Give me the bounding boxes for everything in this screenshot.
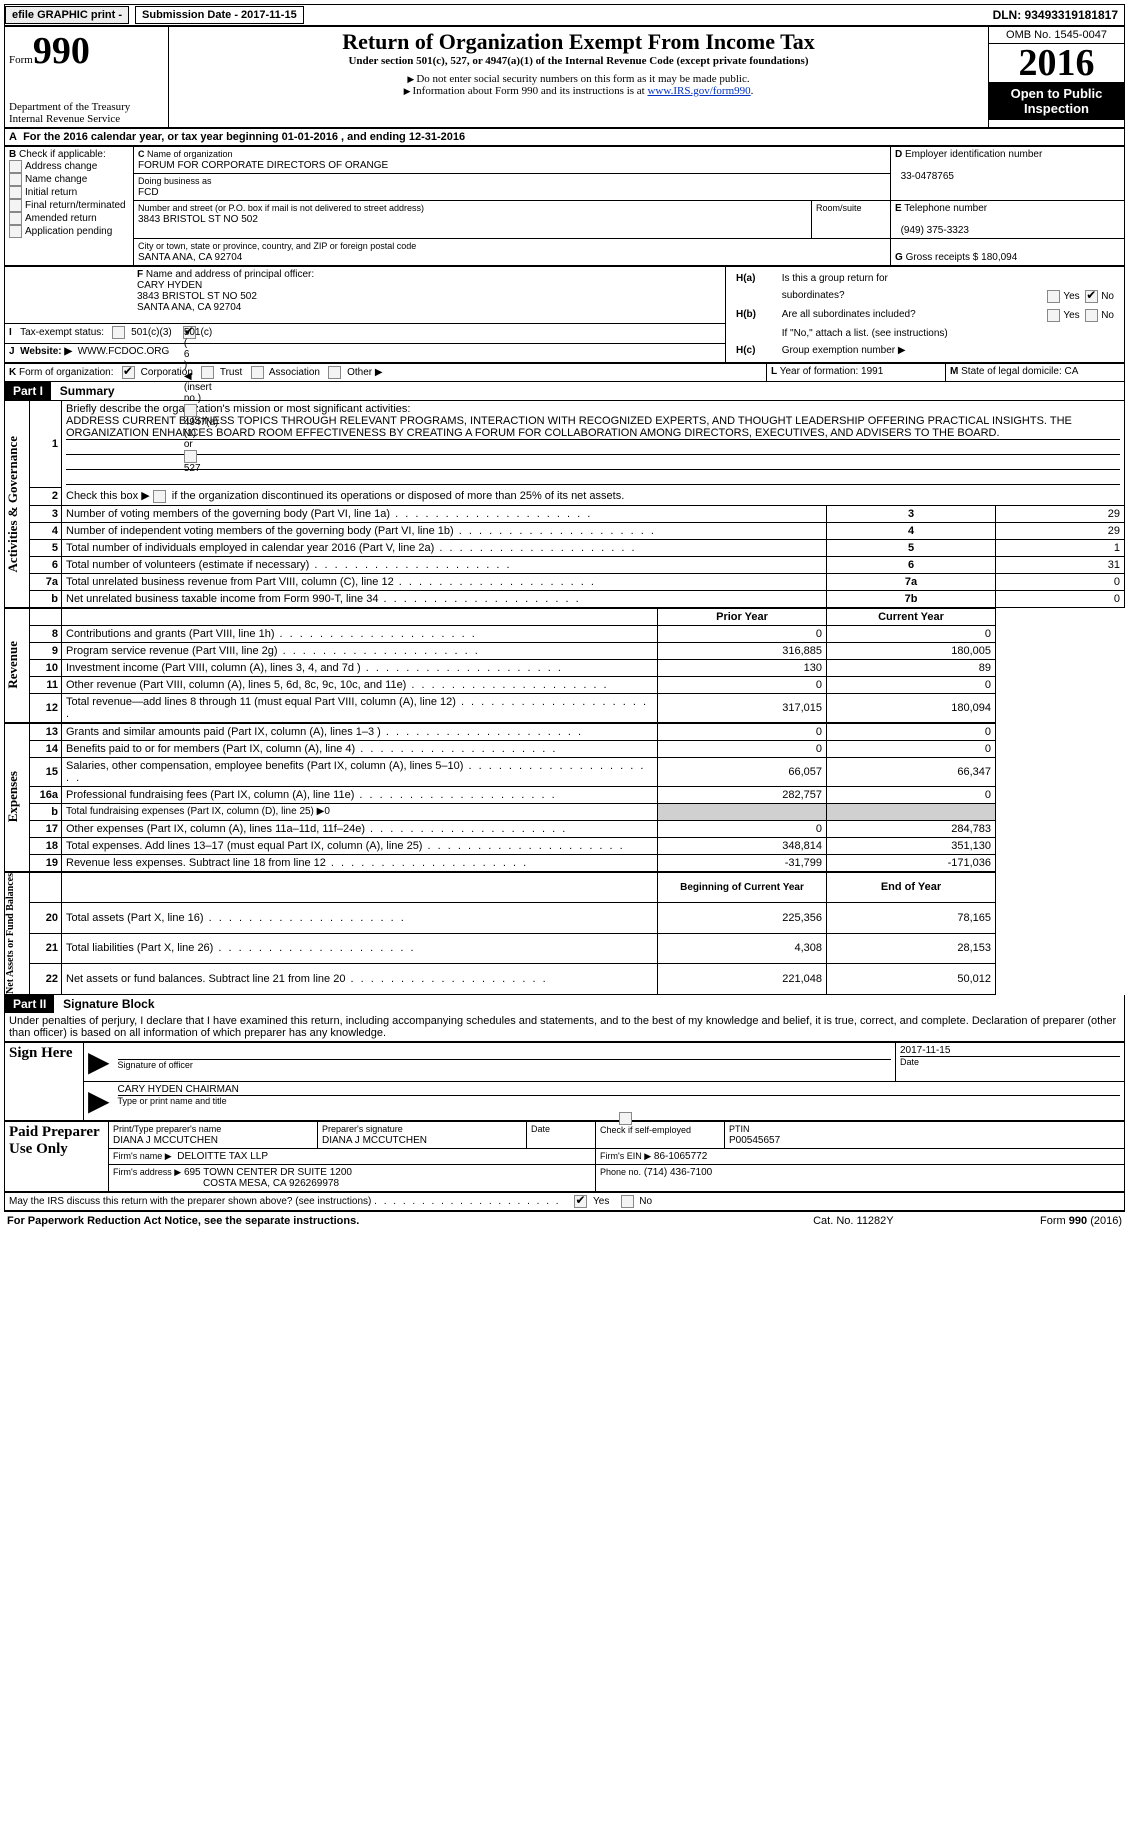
i-4947[interactable] (184, 404, 197, 417)
officer-addr1: 3843 BRISTOL ST NO 502 (137, 291, 257, 302)
tax-year: 2016 (989, 44, 1124, 82)
sign-arrow-icon: ▶ (84, 1042, 114, 1081)
i-501c3[interactable] (112, 326, 125, 339)
officer-addr2: SANTA ANA, CA 92704 (137, 302, 241, 313)
chk-address[interactable] (9, 160, 22, 173)
part2-title: Signature Block (57, 997, 154, 1011)
paid-preparer: Paid Preparer Use Only (5, 1121, 109, 1191)
website: WWW.FCDOC.ORG (78, 346, 170, 357)
cat-no: Cat. No. 11282Y (765, 1214, 941, 1228)
chk-initial[interactable] (9, 186, 22, 199)
k-corp[interactable] (122, 366, 135, 379)
top-bar: efile GRAPHIC print - Submission Date - … (4, 4, 1125, 26)
c-name-label: Name of organization (147, 149, 233, 159)
k-label: Form of organization: (19, 367, 114, 378)
dln: DLN: 93493319181817 (993, 8, 1124, 22)
dba: FCD (138, 187, 159, 198)
firm-name: DELOITTE TAX LLP (177, 1151, 268, 1162)
sig-label: Signature of officer (118, 1060, 193, 1070)
form-word: Form (9, 54, 33, 66)
state-domicile: State of legal domicile: CA (961, 366, 1078, 377)
gross-receipts: Gross receipts $ 180,094 (906, 252, 1018, 263)
preparer-name: DIANA J MCCUTCHEN (113, 1135, 218, 1146)
chk-amended[interactable] (9, 212, 22, 225)
chk-name[interactable] (9, 173, 22, 186)
pra-notice: For Paperwork Reduction Act Notice, see … (6, 1214, 763, 1228)
d-label: Employer identification number (905, 149, 1042, 160)
street-label: Number and street (or P.O. box if mail i… (138, 203, 424, 213)
form-subtitle: Under section 501(c), 527, or 4947(a)(1)… (173, 55, 984, 67)
k-other[interactable] (328, 366, 341, 379)
hb-no[interactable] (1085, 309, 1098, 322)
officer-printed: CARY HYDEN CHAIRMAN (118, 1084, 1120, 1096)
part1-title: Summary (54, 384, 115, 398)
efile-button[interactable]: efile GRAPHIC print - (5, 6, 129, 24)
part1-table: Activities & Governance1Briefly describe… (4, 400, 1125, 995)
i-label: Tax-exempt status: (20, 327, 104, 338)
ha-no[interactable] (1085, 290, 1098, 303)
phone: (949) 375-3323 (901, 225, 969, 236)
sig-date: 2017-11-15 (900, 1045, 1120, 1057)
hb-yes[interactable] (1047, 309, 1060, 322)
declaration: Under penalties of perjury, I declare th… (4, 1013, 1125, 1042)
note-ssn: Do not enter social security numbers on … (407, 73, 749, 85)
firm-addr2: COSTA MESA, CA 926269978 (113, 1178, 339, 1189)
firm-phone: (714) 436-7100 (644, 1167, 712, 1178)
i-501c[interactable]: 501(c) ( 6 ) ◀ (insert no.) 4947(a)(1) o… (183, 326, 196, 339)
b-label: Check if applicable: (19, 149, 106, 160)
ein: 33-0478765 (901, 171, 954, 182)
irs-label: Internal Revenue Service (9, 113, 164, 125)
firm-ein: 86-1065772 (654, 1151, 707, 1162)
preparer-sig: DIANA J MCCUTCHEN (322, 1135, 427, 1146)
part2-bar: Part II (5, 995, 54, 1013)
f-label: Name and address of principal officer: (146, 269, 314, 280)
ha-yes[interactable] (1047, 290, 1060, 303)
section-a: For the 2016 calendar year, or tax year … (23, 131, 465, 143)
form990-link[interactable]: www.IRS.gov/form990 (647, 85, 750, 97)
entity-block: B Check if applicable: Address change Na… (4, 146, 1125, 266)
ptin: P00545657 (729, 1135, 780, 1146)
mayirs-no[interactable] (621, 1195, 634, 1208)
sign-arrow2-icon: ▶ (84, 1081, 114, 1120)
org-name: FORUM FOR CORPORATE DIRECTORS OF ORANGE (138, 160, 388, 171)
dba-label: Doing business as (138, 176, 212, 186)
note-info: Information about Form 990 and its instr… (404, 85, 754, 97)
chk-final[interactable] (9, 199, 22, 212)
mayirs-yes[interactable] (574, 1195, 587, 1208)
k-assoc[interactable] (251, 366, 264, 379)
part1-bar: Part I (5, 382, 51, 400)
form-title: Return of Organization Exempt From Incom… (173, 29, 984, 55)
form-number: 990 (33, 30, 90, 72)
firm-addr1: 695 TOWN CENTER DR SUITE 1200 (184, 1167, 352, 1178)
form-header: Form990 Department of the Treasury Inter… (4, 26, 1125, 128)
date-label: Date (900, 1057, 919, 1067)
room-label: Room/suite (816, 203, 862, 213)
j-label: Website: ▶ (20, 346, 72, 357)
may-irs: May the IRS discuss this return with the… (9, 1196, 371, 1207)
city: SANTA ANA, CA 92704 (138, 252, 242, 263)
i-527[interactable] (184, 450, 197, 463)
submission-date: Submission Date - 2017-11-15 (135, 6, 304, 24)
street: 3843 BRISTOL ST NO 502 (138, 214, 258, 225)
city-label: City or town, state or province, country… (138, 241, 416, 251)
chk-app[interactable] (9, 225, 22, 238)
year-formation: Year of formation: 1991 (780, 366, 884, 377)
k-trust[interactable] (201, 366, 214, 379)
self-employed-chk[interactable] (619, 1112, 632, 1125)
sign-here: Sign Here (5, 1042, 84, 1120)
open-public: Open to PublicInspection (989, 82, 1124, 120)
dept-treasury: Department of the Treasury (9, 101, 164, 113)
form-footer: Form 990 (2016) (944, 1214, 1123, 1228)
name-label: Type or print name and title (118, 1096, 227, 1106)
officer-name: CARY HYDEN (137, 280, 202, 291)
e-label: Telephone number (904, 203, 987, 214)
